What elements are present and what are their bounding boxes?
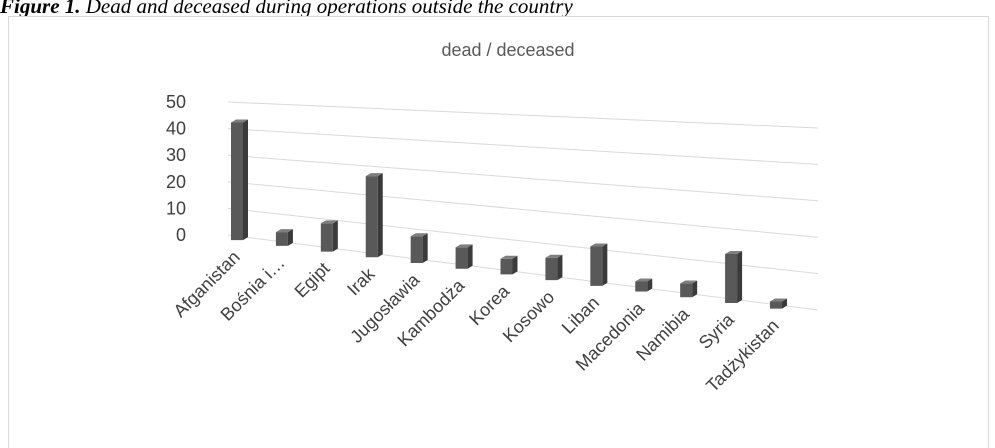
bar (231, 119, 248, 241)
bar (365, 173, 383, 258)
figure-caption: Figure 1. Dead and deceased during opera… (0, 0, 995, 16)
y-tick-label: 20 (166, 172, 186, 192)
x-tick-label: Korea (465, 280, 514, 329)
figure-caption-label: Figure 1. (0, 0, 81, 16)
y-tick-label: 50 (166, 92, 186, 112)
bar (455, 244, 473, 269)
y-tick-label: 30 (166, 145, 186, 165)
bar (410, 233, 428, 263)
bar (545, 254, 563, 281)
bar (500, 255, 518, 275)
bar (590, 243, 608, 286)
bar (680, 280, 698, 298)
y-tick-label: 10 (166, 198, 186, 218)
bar (320, 220, 338, 252)
bar (635, 278, 653, 292)
x-tick-label: Egipt (291, 258, 334, 301)
gridline (227, 154, 819, 202)
bars (231, 119, 787, 309)
y-axis-ticks: 0 10 20 30 40 50 (166, 92, 186, 245)
gridline (227, 181, 819, 238)
x-tick-label: Syria (695, 309, 739, 353)
y-tick-label: 0 (176, 225, 186, 245)
gridline (227, 207, 819, 275)
chart-frame (8, 16, 989, 448)
bar (770, 298, 787, 309)
bar (725, 251, 743, 303)
figure-caption-text: Dead and deceased during operations outs… (85, 0, 573, 16)
y-tick-label: 40 (166, 119, 186, 139)
bar (275, 229, 293, 246)
gridline (227, 101, 819, 129)
x-tick-label: Irak (343, 263, 379, 299)
x-tick-label: Liban (558, 293, 603, 338)
chart-title: dead / deceased (441, 40, 574, 60)
gridline (227, 128, 819, 165)
